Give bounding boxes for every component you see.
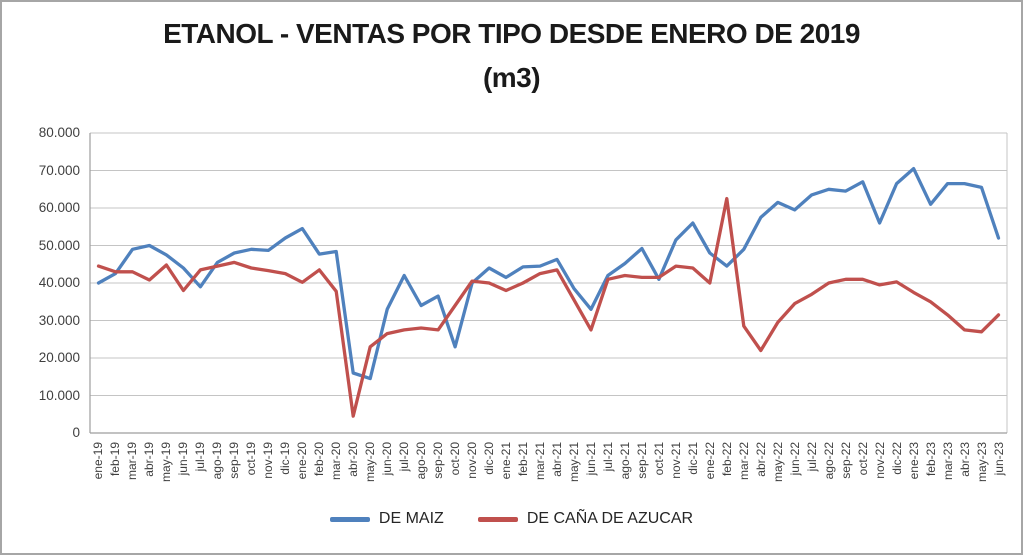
series-line-de-ca-a-de-azucar xyxy=(96,196,1001,418)
x-axis-tick-label: jun-21 xyxy=(583,442,598,476)
legend: DE MAIZ DE CAÑA DE AZUCAR xyxy=(2,510,1021,528)
x-axis-tick-label: jun-23 xyxy=(991,442,1006,476)
legend-item-de-maiz: DE MAIZ xyxy=(329,510,444,528)
x-axis-tick-label: feb-20 xyxy=(312,442,327,477)
legend-label-de-maiz: DE MAIZ xyxy=(378,510,444,527)
x-axis-tick-label: jul-20 xyxy=(397,442,412,472)
chart-title: ETANOL - VENTAS POR TIPO DESDE ENERO DE … xyxy=(2,12,1021,100)
legend-item-de-cana-de-azucar: DE CAÑA DE AZUCAR xyxy=(477,510,694,528)
x-axis-tick-label: oct-19 xyxy=(244,442,259,476)
chart-title-line1: ETANOL - VENTAS POR TIPO DESDE ENERO DE … xyxy=(163,18,860,49)
x-axis-tick-label: jul-22 xyxy=(804,442,819,472)
y-axis-tick-label: 40.000 xyxy=(38,275,80,290)
x-axis-tick-label: dic-21 xyxy=(685,442,700,475)
y-axis-tick-label: 70.000 xyxy=(38,162,80,178)
x-axis-tick-label: dic-22 xyxy=(889,442,904,475)
x-axis-tick-label: ago-20 xyxy=(414,442,429,480)
x-axis-tick-label: feb-19 xyxy=(108,442,123,477)
x-axis-tick-label: may-19 xyxy=(159,442,174,483)
x-axis-tick-label: ene-19 xyxy=(91,442,106,480)
x-axis-tick-label: feb-22 xyxy=(719,442,734,477)
legend-line-marker-de-maiz xyxy=(329,516,370,522)
x-axis-tick-label: sep-22 xyxy=(838,442,853,479)
x-axis-tick-label: oct-22 xyxy=(855,442,870,476)
x-axis-tick-label: nov-21 xyxy=(668,442,683,479)
y-axis-tick-label: 80.000 xyxy=(38,125,80,140)
x-axis-tick-label: nov-20 xyxy=(465,442,480,479)
x-axis-tick-label: ene-22 xyxy=(702,442,717,480)
x-axis-tick-label: jun-20 xyxy=(380,442,395,476)
x-axis-tick-label: feb-21 xyxy=(516,442,531,477)
x-axis-tick-label: jun-22 xyxy=(787,442,802,476)
x-axis-tick-label: sep-21 xyxy=(634,442,649,479)
legend-line-marker-de-cana-de-azucar xyxy=(477,516,518,522)
x-axis-tick-label: ene-23 xyxy=(906,442,921,480)
y-axis-tick-label: 10.000 xyxy=(38,387,80,403)
legend-label-de-cana-de-azucar: DE CAÑA DE AZUCAR xyxy=(526,510,694,527)
x-axis-tick-label: mar-21 xyxy=(533,442,547,481)
x-axis-tick-label: jun-19 xyxy=(176,442,191,476)
chart-title-line2: (m3) xyxy=(482,62,541,93)
x-axis-tick-label: may-23 xyxy=(974,442,989,483)
x-axis-tick-label: ago-19 xyxy=(210,442,225,480)
x-axis-tick-label: abr-20 xyxy=(346,442,361,477)
x-axis-tick-label: oct-20 xyxy=(448,442,463,476)
x-axis-tick-label: abr-19 xyxy=(142,442,157,477)
x-axis-tick-label: nov-22 xyxy=(872,442,887,479)
x-axis-tick-label: dic-19 xyxy=(278,442,293,475)
y-axis-tick-label: 0 xyxy=(72,425,80,440)
x-axis-tick-label: ene-21 xyxy=(499,442,514,480)
x-axis-tick-label: mar-19 xyxy=(125,442,140,481)
x-axis-tick-label: abr-22 xyxy=(753,442,768,477)
x-axis-tick-label: abr-23 xyxy=(957,442,972,477)
x-axis-tick-label: dic-20 xyxy=(482,442,497,475)
x-axis-tick-label: feb-23 xyxy=(923,442,938,477)
x-axis-tick-label: ene-20 xyxy=(295,442,310,480)
x-axis-tick-label: ago-22 xyxy=(821,442,836,480)
x-axis-tick-label: may-22 xyxy=(770,442,785,483)
y-axis-tick-label: 60.000 xyxy=(38,200,80,215)
y-axis-tick-label: 50.000 xyxy=(38,237,80,253)
x-axis-tick-label: ago-21 xyxy=(617,442,632,480)
x-axis-tick-label: nov-19 xyxy=(261,442,276,479)
x-axis-tick-label: may-20 xyxy=(363,442,378,483)
x-axis-tick-label: mar-23 xyxy=(940,442,955,481)
x-axis-tick-label: sep-20 xyxy=(431,442,446,479)
x-axis-tick-label: jul-21 xyxy=(600,442,615,472)
x-axis-tick-label: mar-20 xyxy=(329,442,344,481)
x-axis-tick-label: may-21 xyxy=(566,442,581,483)
x-axis-tick-label: jul-19 xyxy=(193,442,208,472)
x-axis-tick-label: sep-19 xyxy=(227,442,242,479)
y-axis-tick-label: 20.000 xyxy=(38,350,80,365)
x-axis-tick-label: abr-21 xyxy=(549,442,564,477)
x-axis-tick-label: oct-21 xyxy=(651,442,666,476)
series-line-de-maiz xyxy=(96,166,1001,381)
y-axis-tick-label: 30.000 xyxy=(38,312,80,328)
x-axis-tick-label: mar-22 xyxy=(736,442,751,481)
